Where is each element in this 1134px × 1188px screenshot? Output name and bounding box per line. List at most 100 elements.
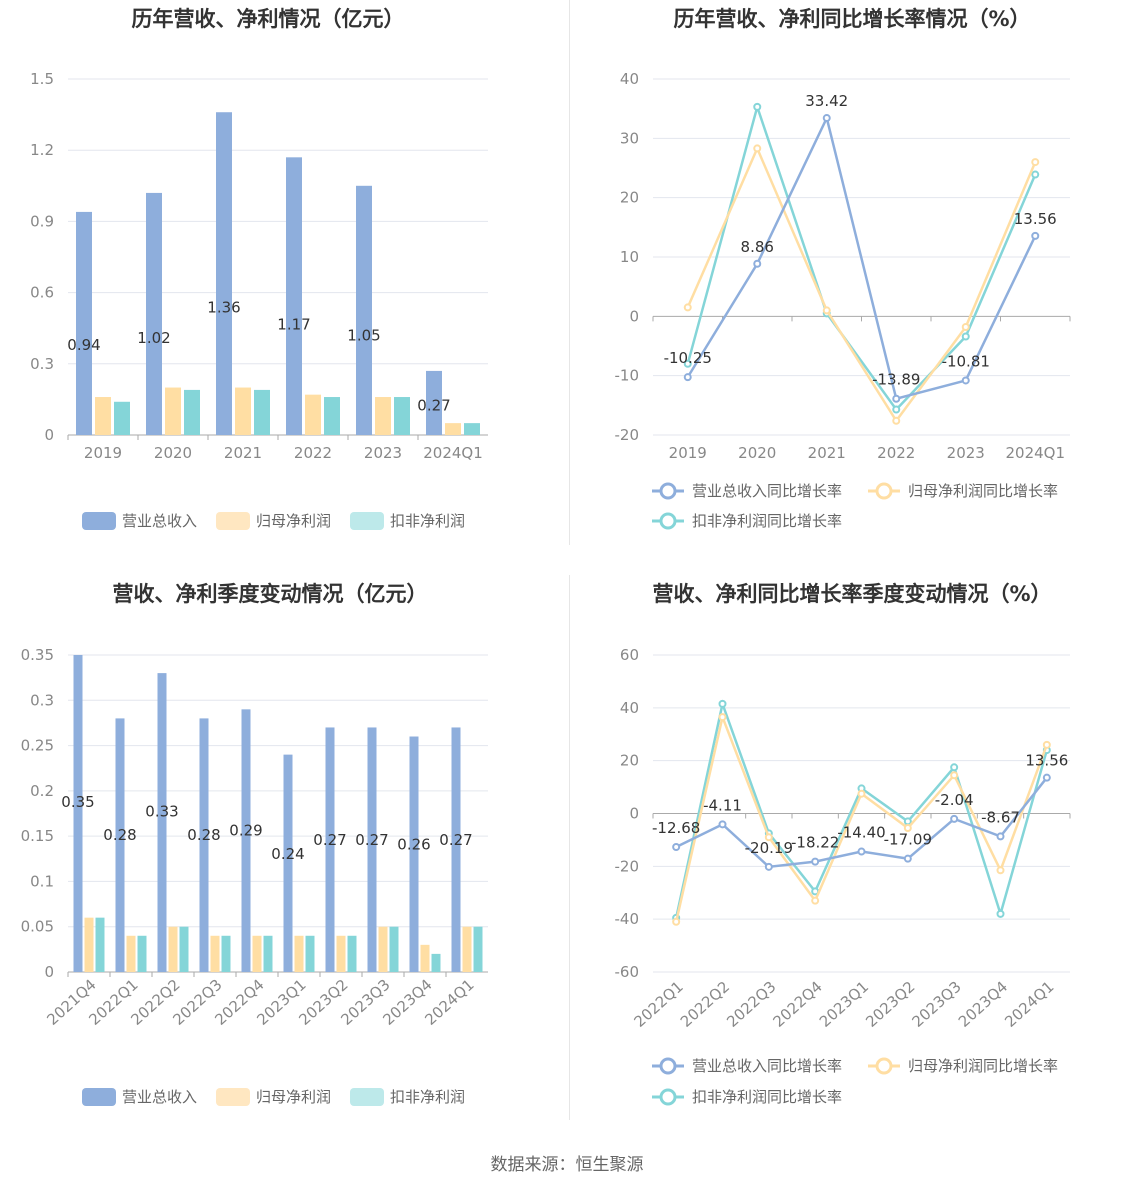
x-tick-label: 2021 xyxy=(224,444,262,462)
bar xyxy=(420,944,430,972)
x-tick-label: 2019 xyxy=(84,444,122,462)
y-tick-label: 0.3 xyxy=(30,355,54,373)
data-label: 0.27 xyxy=(355,831,388,849)
x-tick-label: 2019 xyxy=(669,444,707,462)
data-point xyxy=(857,847,866,856)
legend-marker-icon xyxy=(659,1057,677,1075)
bar xyxy=(426,370,442,435)
bar xyxy=(95,397,111,435)
series-line xyxy=(686,114,1037,401)
bar xyxy=(252,935,262,972)
bar xyxy=(356,185,372,435)
x-tick-label: 2022 xyxy=(877,444,915,462)
bar xyxy=(126,935,136,972)
bar xyxy=(445,423,461,435)
legend-marker-icon xyxy=(659,1088,677,1106)
data-point xyxy=(683,373,692,382)
y-tick-label: 1.2 xyxy=(30,141,54,159)
data-label: -18.22 xyxy=(791,834,839,852)
x-tick-label: 2020 xyxy=(738,444,776,462)
data-point xyxy=(718,820,727,829)
chart-annual-growth: 历年营收、净利同比增长率情况（%） -20 -10 0 10 20 30 40 2019 2020… xyxy=(570,0,1134,545)
y-tick-label: 0.9 xyxy=(30,212,54,230)
legend-label: 扣非净利润 xyxy=(390,512,465,530)
y-tick-label: 0 xyxy=(44,963,54,981)
chart-quarterly-amount-svg: 营收、净利季度变动情况（亿元） 0 0.05 0.1 0.15 0.2 0.25 0.3 0.3… xyxy=(21,582,488,1106)
x-tick-label: 2023Q1 xyxy=(816,978,872,1031)
y-tick-label: 30 xyxy=(620,129,639,147)
data-point xyxy=(718,713,727,722)
legend-label: 营业总收入 xyxy=(122,1088,197,1106)
y-tick-label: 0.3 xyxy=(30,691,54,709)
chart-annual-amount-svg: 历年营收、净利情况（亿元） 0 0.3 0.6 0.9 1.2 1.5 0.94 2019 1.0… xyxy=(30,7,488,530)
bar xyxy=(179,926,189,972)
legend-label: 归母净利润同比增长率 xyxy=(908,482,1058,500)
chart-annual-growth-svg: 历年营收、净利同比增长率情况（%） -20 -10 0 10 20 30 40 2019 2020… xyxy=(615,7,1071,530)
bar xyxy=(184,389,200,435)
bar xyxy=(95,917,105,972)
legend-label: 扣非净利润 xyxy=(390,1088,465,1106)
data-point xyxy=(764,833,773,842)
bar xyxy=(84,917,94,972)
data-label: -20.19 xyxy=(745,839,793,857)
bar xyxy=(375,397,391,435)
legend-swatch xyxy=(82,1088,116,1106)
data-label: -2.04 xyxy=(935,791,974,809)
legend-label: 归母净利润 xyxy=(256,512,331,530)
y-tick-label: -20 xyxy=(615,426,640,444)
y-tick-label: 40 xyxy=(620,70,639,88)
data-point xyxy=(903,817,912,826)
y-tick-label: 1.5 xyxy=(30,70,54,88)
data-label: -10.81 xyxy=(942,352,990,370)
data-point xyxy=(811,857,820,866)
x-tick-label: 2023Q3 xyxy=(909,978,965,1031)
x-tick-label: 2022 xyxy=(294,444,332,462)
bar xyxy=(283,754,293,972)
legend-label: 归母净利润 xyxy=(256,1088,331,1106)
data-point xyxy=(811,896,820,905)
data-label: 8.86 xyxy=(741,238,774,256)
x-tick-label: 2022Q3 xyxy=(723,978,779,1031)
legend-swatch xyxy=(350,1088,384,1106)
data-label: 1.05 xyxy=(347,326,380,344)
legend-label: 归母净利润同比增长率 xyxy=(908,1057,1058,1075)
data-point xyxy=(764,862,773,871)
x-tick-label: 2021 xyxy=(808,444,846,462)
data-point xyxy=(718,699,727,708)
data-point xyxy=(892,416,901,425)
bar xyxy=(294,935,304,972)
data-point xyxy=(961,332,970,341)
y-tick-label: -60 xyxy=(615,963,640,981)
data-point xyxy=(1031,170,1040,179)
bar xyxy=(221,935,231,972)
data-point xyxy=(950,814,959,823)
data-label: 13.56 xyxy=(1014,210,1057,228)
data-label: 0.27 xyxy=(417,397,450,415)
panel-divider-top xyxy=(569,0,570,545)
legend-swatch xyxy=(216,512,250,530)
y-tick-label: -10 xyxy=(615,367,640,385)
data-label: 0.27 xyxy=(313,831,346,849)
data-label: -10.25 xyxy=(664,349,712,367)
bar xyxy=(378,926,388,972)
y-tick-label: 0 xyxy=(629,805,639,823)
data-label: 0.27 xyxy=(439,831,472,849)
legend-label: 扣非净利润同比增长率 xyxy=(692,512,842,530)
data-label: 13.56 xyxy=(1025,752,1068,770)
data-point xyxy=(950,763,959,772)
x-tick-label: 2023 xyxy=(947,444,985,462)
data-point xyxy=(996,909,1005,918)
x-tick-label: 2024Q1 xyxy=(1001,978,1057,1031)
data-label: 0.26 xyxy=(397,836,430,854)
data-point xyxy=(903,824,912,833)
data-point xyxy=(892,405,901,414)
data-point xyxy=(683,303,692,312)
legend-marker-icon xyxy=(875,1057,893,1075)
bar xyxy=(367,727,377,972)
legend-marker-icon xyxy=(659,512,677,530)
bar xyxy=(76,211,92,435)
data-label: 0.28 xyxy=(187,826,220,844)
data-point xyxy=(672,917,681,926)
y-tick-label: 0.15 xyxy=(21,827,54,845)
y-tick-label: 0 xyxy=(629,307,639,325)
